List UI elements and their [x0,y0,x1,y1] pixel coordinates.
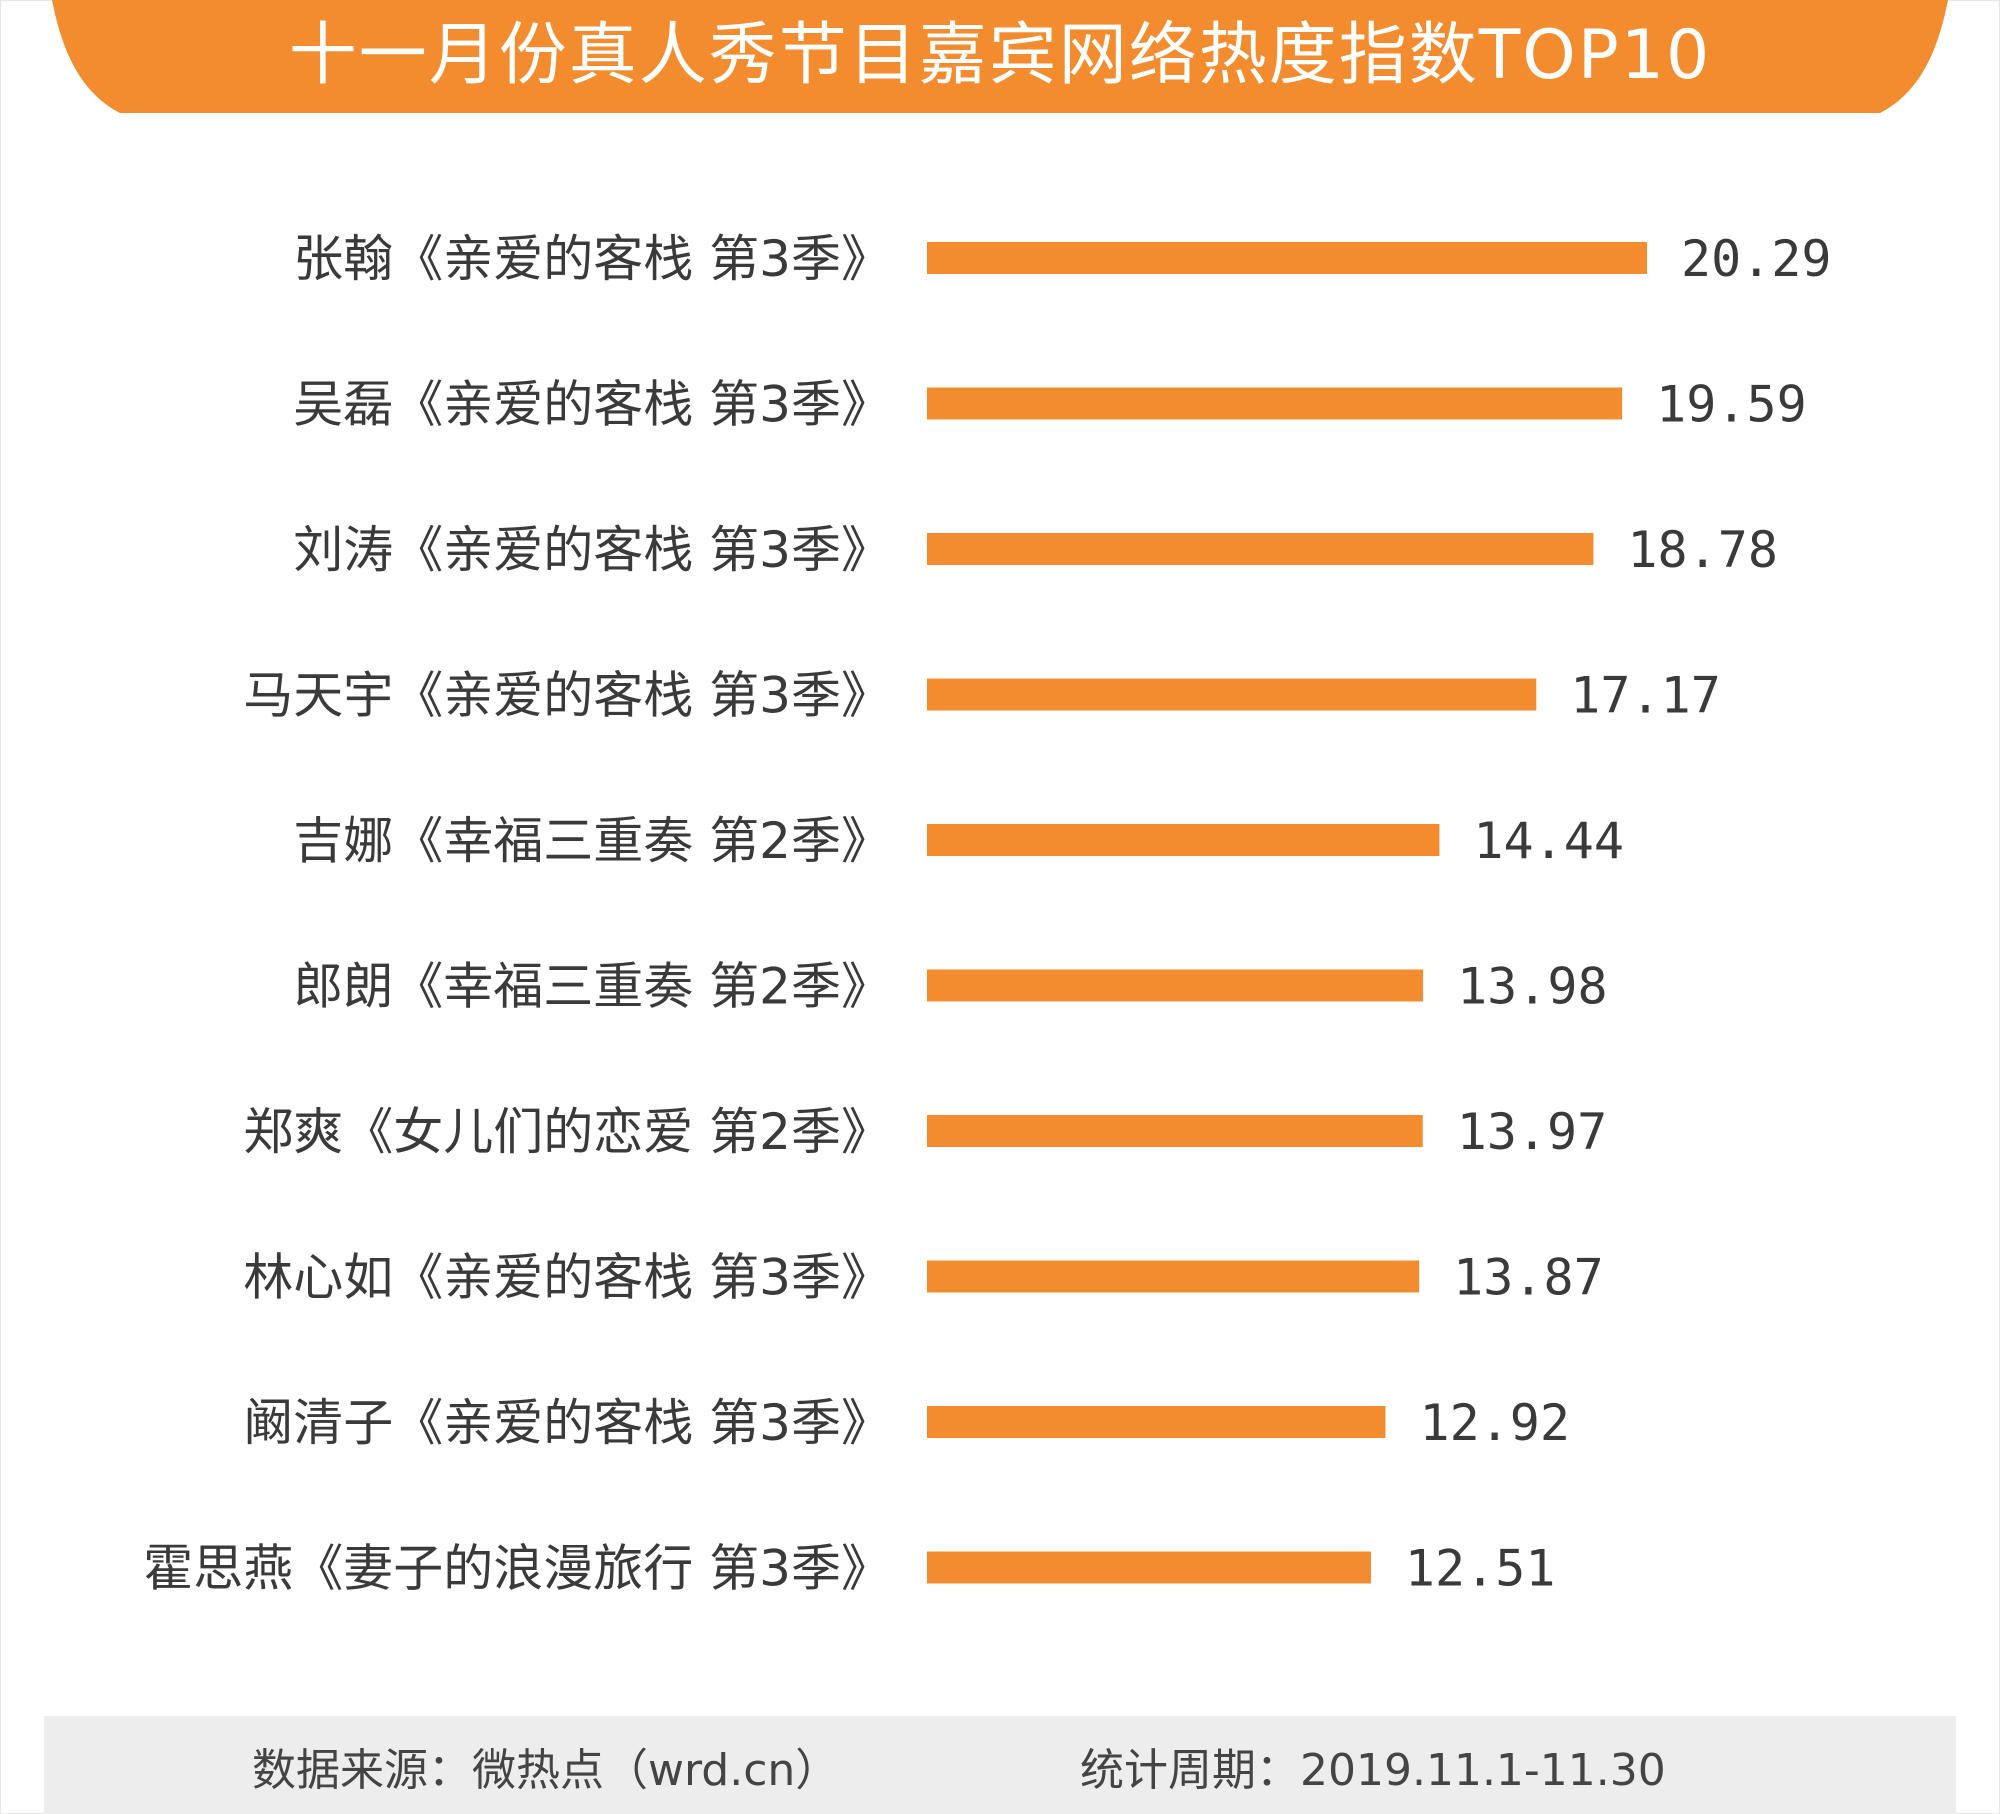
value-label: 12.92 [1419,1394,1570,1452]
category-label: 阚清子《亲爱的客栈 第3季》 [243,1394,891,1452]
value-label: 17.17 [1570,667,1721,725]
category-label: 霍思燕《妻子的浪漫旅行 第3季》 [143,1540,891,1598]
bar [927,678,1537,711]
value-label: 19.59 [1656,376,1807,434]
category-label: 马天宇《亲爱的客栈 第3季》 [243,667,891,725]
bar [927,242,1647,274]
value-label: 13.98 [1457,958,1608,1016]
category-label: 郎朗《幸福三重奏 第2季》 [293,958,891,1016]
category-label: 吉娜《幸福三重奏 第2季》 [293,812,891,870]
value-label: 18.78 [1627,521,1778,579]
bar [927,1115,1423,1147]
bar [927,1260,1420,1293]
category-label: 刘涛《亲爱的客栈 第3季》 [293,521,891,579]
data-source-note: 数据来源：微热点（wrd.cn） [252,1745,840,1796]
bar-chart: 张翰《亲爱的客栈 第3季》 20.29 吴磊《亲爱的客栈 第3季》 19.59 刘涛《亲… [143,230,1832,1598]
bar [927,969,1424,1002]
title-banner-shape [52,0,1948,113]
value-label: 13.87 [1453,1249,1604,1307]
value-label: 20.29 [1681,230,1832,288]
bar [927,824,1440,856]
bar [927,1551,1371,1584]
category-label: 林心如《亲爱的客栈 第3季》 [243,1249,891,1307]
bar [927,1406,1386,1438]
value-label: 14.44 [1473,812,1624,870]
category-label: 张翰《亲爱的客栈 第3季》 [293,230,891,288]
bar [927,533,1594,565]
bar [927,387,1623,420]
chart-title: 十一月份真人秀节目嘉宾网络热度指数TOP10 [288,16,1712,95]
value-label: 13.97 [1457,1103,1608,1161]
category-label: 吴磊《亲爱的客栈 第3季》 [293,376,891,434]
value-label: 12.51 [1405,1540,1556,1598]
category-label: 郑爽《女儿们的恋爱 第2季》 [243,1103,891,1161]
title-banner [52,0,1948,113]
footer-bar: 数据来源：微热点（wrd.cn） 统计周期：2019.11.1-11.30 [44,1716,1956,1814]
period-note: 统计周期：2019.11.1-11.30 [1080,1745,1666,1796]
